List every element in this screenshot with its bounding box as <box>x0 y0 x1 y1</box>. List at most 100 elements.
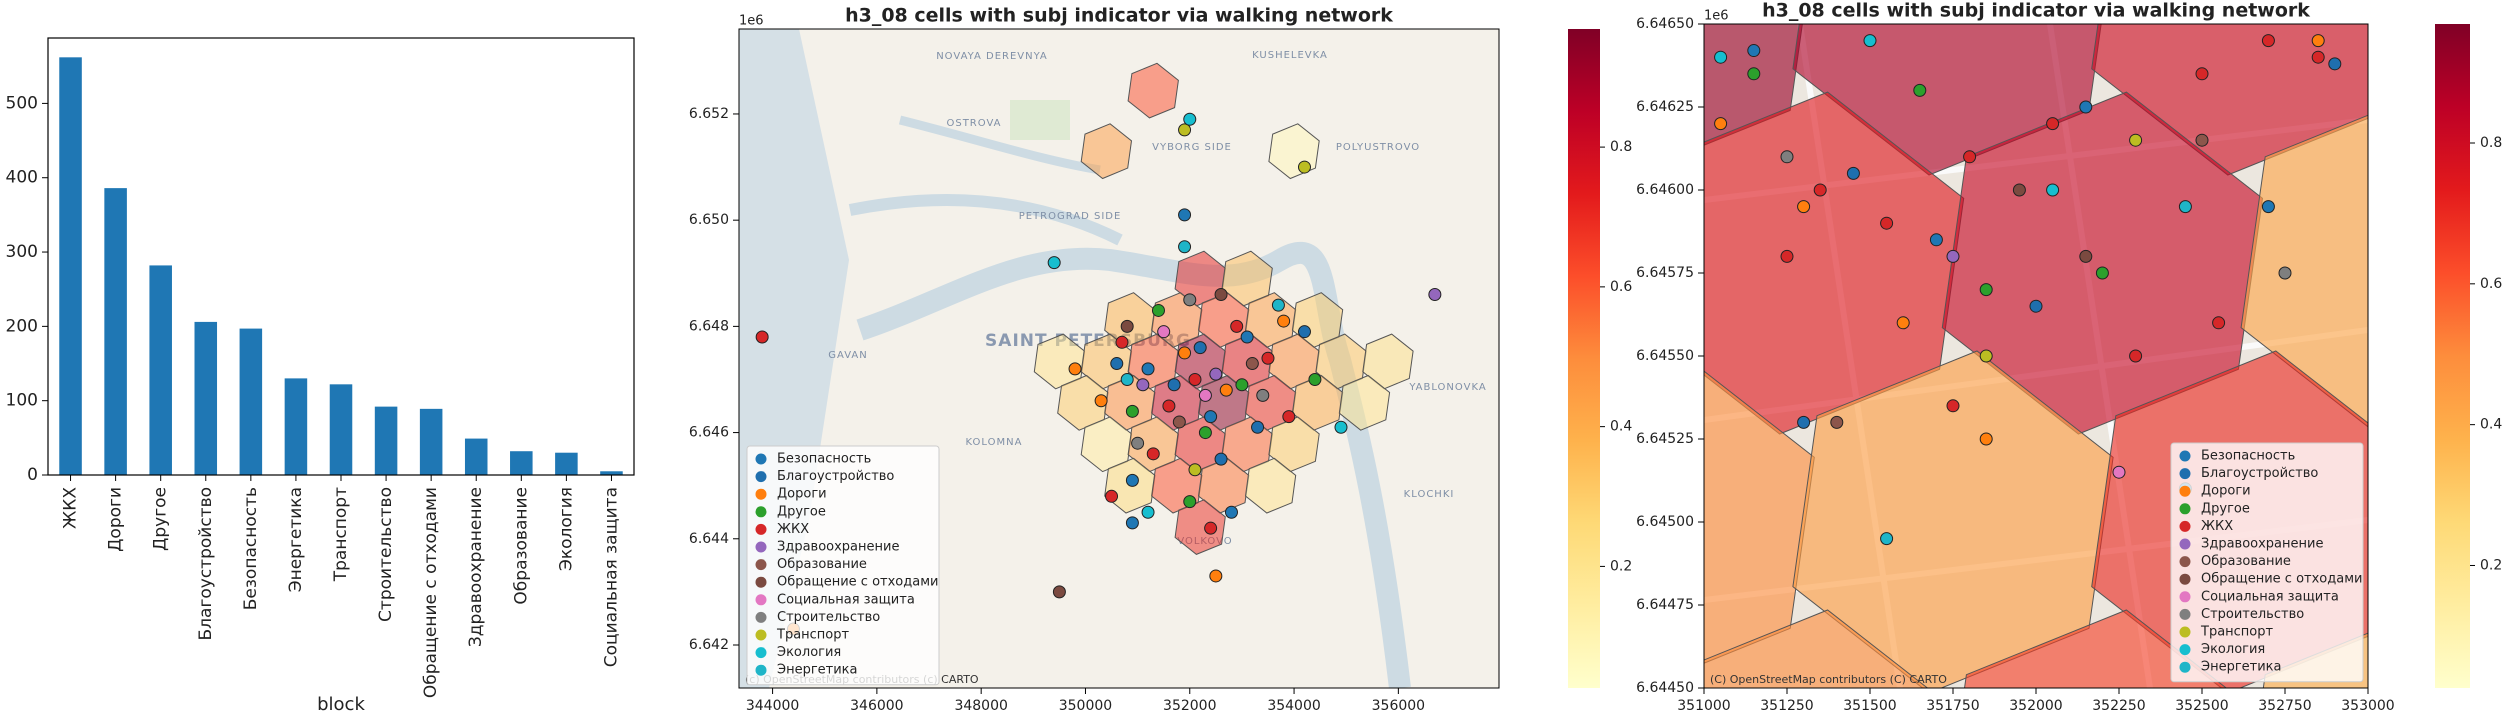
point <box>1846 166 1860 180</box>
point <box>1235 378 1249 392</box>
offset-label: 1e6 <box>1704 9 1729 24</box>
axes-frame <box>47 37 635 476</box>
point <box>1178 123 1192 137</box>
point <box>1780 150 1794 164</box>
point <box>1830 415 1844 429</box>
x-tick-label: 354000 <box>1267 698 1320 714</box>
bar <box>194 321 218 475</box>
point <box>2178 200 2192 214</box>
h3-cell <box>1174 499 1226 555</box>
x-tick-label: 348000 <box>954 698 1007 714</box>
x-tick-label: Строительство <box>376 487 396 622</box>
point <box>1230 319 1244 333</box>
legend-text: Социальная защита <box>777 592 915 607</box>
legend-text: Здравоохранение <box>777 540 899 555</box>
legend-text: Строительство <box>2201 607 2304 622</box>
legend-marker <box>755 559 767 571</box>
point <box>1183 112 1197 126</box>
h3-cell <box>1244 457 1297 514</box>
x-tick-label: Энергетика <box>286 487 306 592</box>
x-tick-label: 352000 <box>2009 698 2062 714</box>
point <box>1913 83 1927 97</box>
point <box>1125 404 1139 418</box>
h3-cell <box>1080 123 1133 180</box>
point <box>1714 117 1728 131</box>
legend-text: Образование <box>2201 554 2291 569</box>
point <box>1277 314 1291 328</box>
point <box>1178 240 1192 254</box>
legend-marker <box>2179 573 2191 585</box>
legend-text: Экология <box>2201 642 2265 657</box>
point <box>1297 325 1311 339</box>
point <box>1979 432 1993 446</box>
legend-text: Безопасность <box>2201 449 2295 464</box>
point <box>1204 521 1218 535</box>
colorbar-tick-label: 0.8 <box>2480 135 2502 151</box>
x-tick-label: Экология <box>556 487 576 571</box>
y-tick-label: 6.64450 <box>1636 680 1694 696</box>
point <box>1880 216 1894 230</box>
point <box>1219 383 1233 397</box>
park <box>1010 100 1070 140</box>
y-tick-label: 6.64650 <box>1636 16 1694 32</box>
point <box>1105 489 1119 503</box>
y-tick-label: 6.64475 <box>1636 597 1694 613</box>
point <box>2079 249 2093 263</box>
y-tick-label: 6.64500 <box>1636 514 1694 530</box>
point <box>1188 463 1202 477</box>
bar <box>419 408 443 475</box>
legend-marker <box>2179 591 2191 603</box>
point <box>1979 349 1993 363</box>
point <box>2129 133 2143 147</box>
y-tick-label: 6.652 <box>689 106 729 122</box>
point <box>1880 532 1894 546</box>
h3-cell <box>1127 62 1179 119</box>
point <box>1120 372 1134 386</box>
point <box>1428 288 1442 302</box>
legend-marker <box>755 576 767 588</box>
bar <box>104 188 127 475</box>
h3-cell <box>1964 609 2228 688</box>
point <box>1131 436 1145 450</box>
legend-text: Другое <box>777 504 826 519</box>
point <box>1178 208 1192 222</box>
point <box>2012 183 2026 197</box>
bar <box>59 57 82 476</box>
point <box>755 330 769 344</box>
point <box>1115 335 1129 349</box>
legend-text: Обращение с отходами <box>2201 572 2362 587</box>
colorbar-tick-label: 0.6 <box>2480 276 2502 292</box>
point <box>1946 249 1960 263</box>
colorbar-tick-label: 0.8 <box>1610 139 1632 155</box>
x-tick-label: Обращение с отходами <box>421 487 441 698</box>
legend-marker <box>2179 556 2191 568</box>
colorbar-tick-label: 0.2 <box>1610 558 1632 574</box>
y-tick-label: 100 <box>6 391 38 411</box>
legend-marker <box>755 664 767 676</box>
legend-marker <box>2179 626 2191 638</box>
y-tick-label: 6.64625 <box>1636 99 1694 115</box>
legend-text: Энергетика <box>2201 660 2282 675</box>
colorbar-tick-label: 0.2 <box>2480 557 2502 573</box>
y-tick-label: 500 <box>6 93 38 113</box>
point <box>1110 357 1124 371</box>
river <box>856 241 1411 688</box>
point <box>1157 325 1171 339</box>
legend-marker <box>2179 644 2191 656</box>
point <box>2079 100 2093 114</box>
place-label: KOLOMNA <box>966 437 1023 448</box>
point <box>1813 183 1827 197</box>
point <box>1946 399 1960 413</box>
point <box>2311 50 2325 64</box>
point <box>1136 378 1150 392</box>
x-tick-label: 351250 <box>1760 698 1813 714</box>
point <box>1151 303 1165 317</box>
colorbar <box>2435 24 2470 688</box>
point <box>2046 117 2060 131</box>
point <box>1162 399 1176 413</box>
legend-marker <box>755 541 767 553</box>
x-tick-label: Транспорт <box>331 487 351 582</box>
legend-marker <box>755 523 767 535</box>
x-tick-label: 351000 <box>1677 698 1730 714</box>
point <box>1863 34 1877 48</box>
